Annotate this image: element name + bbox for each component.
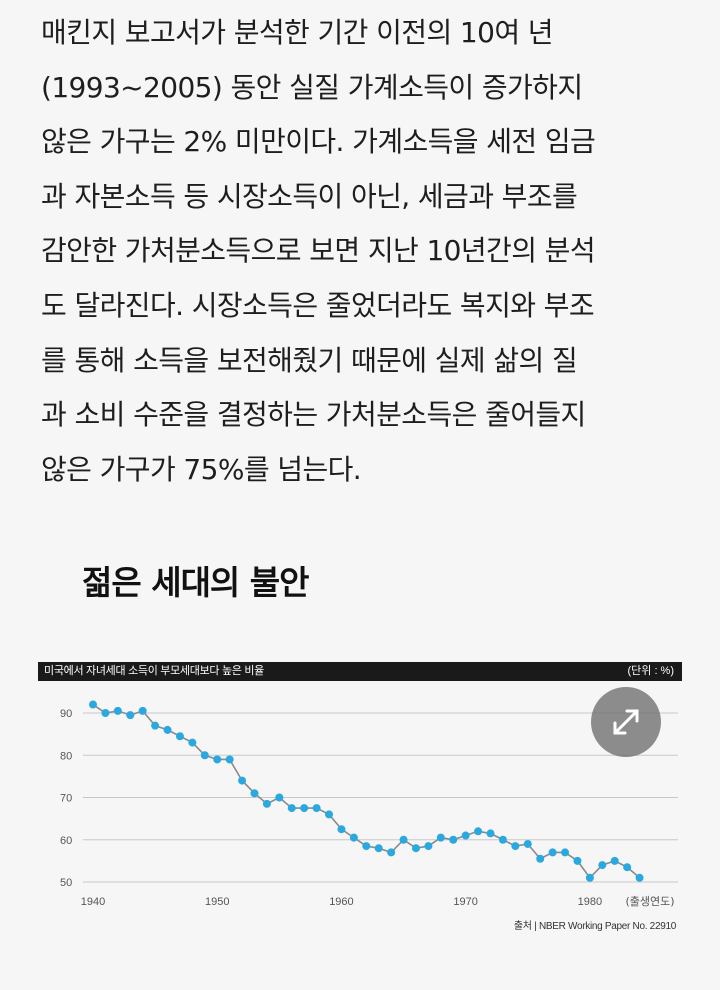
- article-line: (1993~2005) 동안 실질 가계소득이 증가하지: [41, 70, 583, 104]
- series-line: [92, 703, 641, 880]
- data-point: [536, 854, 545, 863]
- data-point: [89, 700, 97, 709]
- article-line: 도 달라진다. 시장소득은 줄었더라도 복지와 부조: [41, 288, 595, 322]
- data-point: [399, 835, 408, 844]
- data-point: [598, 861, 607, 870]
- data-point: [275, 793, 284, 802]
- data-point: [511, 842, 520, 851]
- y-tick-label: 60: [60, 835, 72, 847]
- line-chart: 90 80 70 60 50 1940 1950 1960 1970 1980 (출생연도): [60, 700, 678, 908]
- y-tick-label: 80: [60, 750, 72, 762]
- article-body: 매킨지 보고서가 분석한 기간 이전의 10여 년 (1993~2005) 동안…: [41, 6, 691, 497]
- section-heading: 젊은 세대의 불안: [82, 563, 309, 602]
- data-point: [213, 755, 222, 764]
- expand-arrows-icon: [613, 709, 639, 735]
- data-point: [287, 804, 296, 813]
- data-point: [436, 833, 445, 842]
- data-point: [225, 755, 234, 764]
- data-point: [138, 706, 147, 715]
- data-point: [250, 789, 259, 798]
- expand-image-button[interactable]: [591, 687, 661, 757]
- article-line: 않은 가구가 75%를 넘는다.: [41, 452, 362, 486]
- y-tick-label: 90: [60, 708, 72, 720]
- article-line: 과 소비 수준을 결정하는 가처분소득은 줄어들지: [41, 398, 586, 432]
- chart-title-bar: 미국에서 자녀세대 소득이 부모세대보다 높은 비율 (단위 : %): [38, 662, 682, 681]
- chart-title: 미국에서 자녀세대 소득이 부모세대보다 높은 비율: [44, 665, 264, 677]
- data-point: [523, 839, 532, 848]
- x-tick-label: 1980: [578, 896, 602, 908]
- data-point: [163, 725, 172, 734]
- data-point: [312, 804, 321, 813]
- x-tick-label: 1940: [81, 896, 105, 908]
- y-tick-label: 70: [60, 793, 72, 805]
- x-tick-label: 1960: [329, 896, 353, 908]
- data-point: [374, 844, 383, 853]
- article-line: 않은 가구는 2% 미만이다. 가계소득을 세전 임금: [41, 125, 596, 159]
- data-point: [474, 827, 483, 836]
- chart-figure[interactable]: 미국에서 자녀세대 소득이 부모세대보다 높은 비율 (단위 : %) 90 80…: [38, 662, 682, 942]
- article-line: 감안한 가처분소득으로 보면 지난 10년간의 분석: [41, 234, 596, 268]
- data-point: [300, 804, 309, 813]
- data-point: [238, 776, 247, 785]
- data-point: [113, 706, 122, 715]
- data-point: [200, 751, 209, 760]
- data-point: [362, 842, 371, 851]
- data-point: [325, 810, 334, 819]
- y-tick-label: 50: [60, 877, 72, 889]
- data-point: [585, 873, 594, 882]
- chart-unit: (단위 : %): [627, 665, 674, 677]
- chart-source: 출처 | NBER Working Paper No. 22910: [513, 921, 676, 932]
- data-point: [498, 835, 507, 844]
- x-axis-label: (출생연도): [625, 895, 674, 908]
- data-point: [411, 844, 420, 853]
- data-point: [175, 732, 184, 741]
- data-point: [548, 848, 557, 857]
- article-line: 과 자본소득 등 시장소득이 아닌, 세금과 부조를: [41, 179, 578, 213]
- data-point: [337, 825, 346, 834]
- data-point: [424, 842, 433, 851]
- data-point: [449, 835, 458, 844]
- data-point: [635, 873, 644, 882]
- data-point: [610, 856, 619, 865]
- data-point: [573, 856, 582, 865]
- article-line: 매킨지 보고서가 분석한 기간 이전의 10여 년: [41, 16, 554, 49]
- data-point: [126, 711, 135, 720]
- data-point: [349, 833, 358, 842]
- article-line: 를 통해 소득을 보전해줬기 때문에 실제 삶의 질: [41, 343, 578, 377]
- data-point: [151, 721, 160, 730]
- data-point: [561, 848, 570, 857]
- data-point: [461, 831, 470, 840]
- data-point: [101, 709, 110, 717]
- data-point: [262, 799, 271, 808]
- data-point: [188, 738, 197, 747]
- data-point: [486, 829, 495, 838]
- data-point: [387, 848, 396, 857]
- data-point: [623, 863, 632, 872]
- x-tick-label: 1970: [453, 896, 477, 908]
- x-tick-label: 1950: [205, 896, 229, 908]
